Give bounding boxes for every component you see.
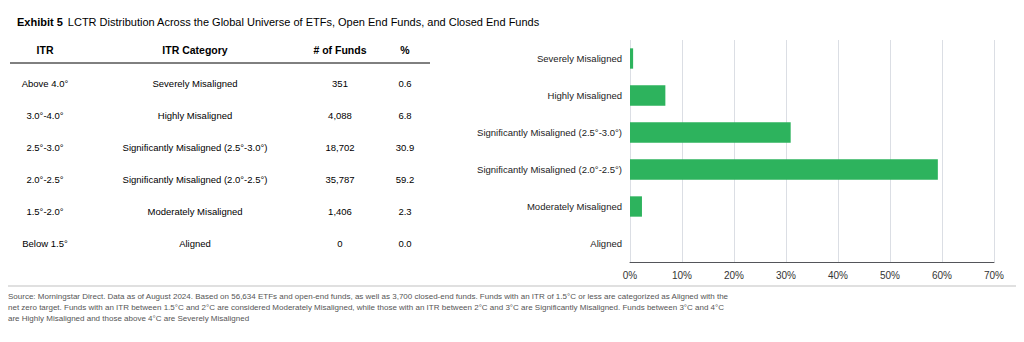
- svg-text:Highly Misaligned: Highly Misaligned: [158, 110, 232, 121]
- svg-text:60%: 60%: [932, 270, 952, 281]
- svg-text:Severely Misaligned: Severely Misaligned: [537, 53, 622, 64]
- svg-text:ITR Category: ITR Category: [162, 44, 228, 56]
- svg-text:net zero target. Funds with an: net zero target. Funds with an ITR betwe…: [8, 303, 724, 312]
- svg-text:Significantly Misaligned (2.0°: Significantly Misaligned (2.0°-2.5°): [123, 174, 268, 185]
- svg-text:Aligned: Aligned: [590, 238, 622, 249]
- svg-text:# of Funds: # of Funds: [313, 44, 366, 56]
- svg-text:351: 351: [332, 78, 348, 89]
- svg-text:18,702: 18,702: [325, 142, 354, 153]
- svg-text:Significantly Misaligned (2.5°: Significantly Misaligned (2.5°-3.0°): [123, 142, 268, 153]
- svg-text:40%: 40%: [828, 270, 848, 281]
- svg-text:59.2: 59.2: [396, 174, 415, 185]
- svg-text:35,787: 35,787: [325, 174, 354, 185]
- svg-text:2.0°-2.5°: 2.0°-2.5°: [26, 174, 63, 185]
- svg-text:30.9: 30.9: [396, 142, 415, 153]
- svg-text:6.8: 6.8: [398, 110, 411, 121]
- svg-text:1,406: 1,406: [328, 206, 352, 217]
- svg-text:LCTR Distribution Across the G: LCTR Distribution Across the Global Univ…: [68, 16, 540, 28]
- svg-text:Source: Morningstar Direct. Da: Source: Morningstar Direct. Data as of A…: [8, 292, 729, 301]
- svg-text:Exhibit 5: Exhibit 5: [17, 16, 63, 28]
- svg-text:Significantly Misaligned (2.0°: Significantly Misaligned (2.0°-2.5°): [477, 164, 622, 175]
- svg-text:4,088: 4,088: [328, 110, 352, 121]
- svg-text:%: %: [400, 44, 410, 56]
- svg-text:0.6: 0.6: [398, 78, 411, 89]
- svg-text:2.3: 2.3: [398, 206, 411, 217]
- svg-text:Moderately Misaligned: Moderately Misaligned: [527, 201, 622, 212]
- svg-text:20%: 20%: [724, 270, 744, 281]
- svg-text:Moderately Misaligned: Moderately Misaligned: [147, 206, 242, 217]
- svg-text:Significantly Misaligned (2.5°: Significantly Misaligned (2.5°-3.0°): [477, 127, 622, 138]
- svg-text:0.0: 0.0: [398, 238, 411, 249]
- svg-text:30%: 30%: [776, 270, 796, 281]
- svg-text:70%: 70%: [984, 270, 1004, 281]
- svg-text:0%: 0%: [623, 270, 638, 281]
- svg-text:0: 0: [337, 238, 342, 249]
- svg-text:2.5°-3.0°: 2.5°-3.0°: [26, 142, 63, 153]
- svg-text:Above 4.0°: Above 4.0°: [22, 78, 69, 89]
- svg-text:3.0°-4.0°: 3.0°-4.0°: [26, 110, 63, 121]
- svg-text:Below 1.5°: Below 1.5°: [22, 238, 68, 249]
- svg-text:50%: 50%: [880, 270, 900, 281]
- svg-text:10%: 10%: [672, 270, 692, 281]
- svg-text:Highly Misaligned: Highly Misaligned: [548, 90, 622, 101]
- svg-text:Severely Misaligned: Severely Misaligned: [152, 78, 237, 89]
- svg-text:ITR: ITR: [37, 44, 54, 56]
- svg-text:Aligned: Aligned: [179, 238, 211, 249]
- svg-text:are Highly Misaligned and thos: are Highly Misaligned and those above 4°…: [8, 314, 249, 323]
- svg-text:1.5°-2.0°: 1.5°-2.0°: [26, 206, 63, 217]
